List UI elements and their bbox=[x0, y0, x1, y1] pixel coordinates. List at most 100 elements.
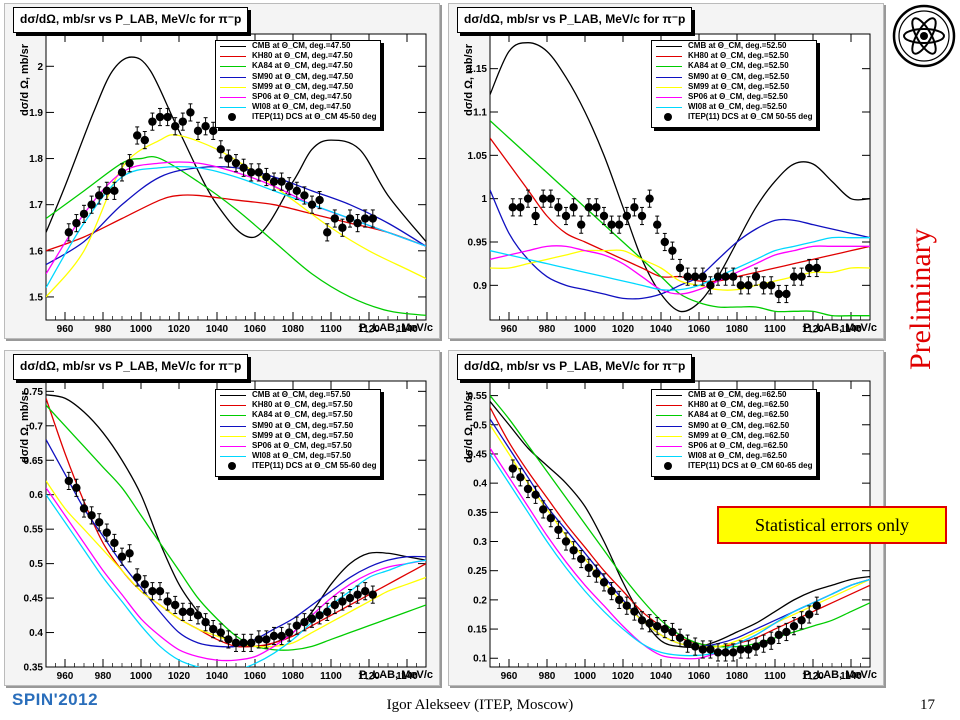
x-tick-label: 1060 bbox=[688, 324, 711, 335]
data-point bbox=[368, 214, 377, 223]
x-tick-label: 1140 bbox=[396, 671, 418, 682]
x-tick-label: 1080 bbox=[282, 671, 305, 682]
x-tick-label: 1040 bbox=[206, 671, 229, 682]
data-point bbox=[368, 590, 377, 599]
data-point bbox=[239, 163, 248, 172]
y-tick-label: 0.95 bbox=[468, 238, 488, 249]
legend-item: SP06 at Θ_CM, deg.=52.50 bbox=[652, 92, 816, 102]
data-point bbox=[531, 211, 540, 221]
data-point bbox=[178, 117, 187, 126]
data-point bbox=[615, 220, 624, 229]
legend-label: SM99 at Θ_CM, deg.=47.50 bbox=[252, 81, 354, 91]
legend-swatch bbox=[220, 425, 246, 427]
curve-sm90 bbox=[490, 189, 870, 300]
legend-swatch bbox=[656, 76, 682, 78]
data-point bbox=[729, 648, 738, 657]
legend-label: SM99 at Θ_CM, deg.=52.50 bbox=[688, 81, 790, 91]
data-point bbox=[607, 586, 616, 596]
data-point bbox=[361, 586, 370, 596]
legend-item: SM90 at Θ_CM, deg.=47.50 bbox=[216, 72, 380, 82]
chart-legend: CMB at Θ_CM, deg.=57.50 KH80 at Θ_CM, deg… bbox=[215, 389, 381, 477]
data-point bbox=[87, 511, 96, 520]
legend-item: KH80 at Θ_CM, deg.=62.50 bbox=[652, 400, 816, 410]
x-axis-label: P_LAB, MeV/c bbox=[359, 322, 433, 334]
data-point bbox=[622, 601, 631, 610]
data-point bbox=[569, 546, 578, 555]
data-point bbox=[599, 211, 609, 221]
y-tick-label: 1.5 bbox=[29, 292, 43, 303]
legend-swatch bbox=[220, 66, 246, 68]
data-point bbox=[592, 203, 601, 212]
data-point bbox=[508, 203, 517, 212]
atom-emblem-icon bbox=[892, 4, 956, 68]
data-point bbox=[577, 220, 586, 229]
data-point bbox=[277, 631, 286, 641]
data-point bbox=[698, 645, 707, 654]
data-point bbox=[736, 645, 745, 654]
data-point bbox=[262, 635, 271, 644]
data-point bbox=[117, 552, 127, 561]
data-point bbox=[95, 518, 104, 527]
data-point bbox=[561, 211, 571, 221]
data-point bbox=[231, 158, 241, 168]
legend-label: WI08 at Θ_CM, deg.=52.50 bbox=[688, 102, 787, 112]
y-axis-label: dσ/d Ω, mb/sr bbox=[19, 44, 31, 116]
data-point bbox=[675, 263, 685, 273]
legend-marker bbox=[664, 113, 672, 122]
legend-swatch bbox=[220, 456, 246, 458]
legend-label: SM99 at Θ_CM, deg.=57.50 bbox=[252, 430, 354, 440]
data-point bbox=[254, 635, 263, 644]
x-tick-label: 1020 bbox=[168, 671, 191, 682]
data-point bbox=[125, 549, 134, 558]
x-axis-label: P_LAB, MeV/c bbox=[803, 322, 877, 334]
data-point bbox=[767, 281, 776, 290]
y-tick-label: 0.35 bbox=[468, 508, 488, 519]
data-point bbox=[140, 135, 149, 145]
x-tick-label: 980 bbox=[539, 324, 556, 335]
data-point bbox=[683, 639, 692, 648]
data-point bbox=[72, 218, 81, 228]
data-point bbox=[637, 211, 647, 221]
chart-title: dσ/dΩ, mb/sr vs P_LAB, MeV/c for π⁻p bbox=[13, 354, 249, 380]
x-tick-label: 1140 bbox=[840, 671, 862, 682]
data-point bbox=[224, 154, 233, 163]
legend-item: ITEP(11) DCS at Θ_CM 55-60 deg bbox=[216, 461, 380, 471]
data-point bbox=[751, 642, 761, 651]
y-tick-label: 0.6 bbox=[29, 490, 43, 501]
data-point bbox=[216, 628, 225, 637]
data-point bbox=[789, 621, 799, 631]
y-tick-label: 0.45 bbox=[468, 449, 488, 460]
legend-item: SM90 at Θ_CM, deg.=62.50 bbox=[652, 421, 816, 431]
legend-label: KA84 at Θ_CM, deg.=57.50 bbox=[252, 410, 353, 420]
data-point bbox=[79, 209, 89, 219]
legend-item: WI08 at Θ_CM, deg.=57.50 bbox=[216, 451, 380, 461]
data-point bbox=[95, 191, 104, 200]
data-point bbox=[607, 220, 616, 229]
chart-panel-1: 960 980 1000 1020 1040 1060 1080 1100 1120 1140 1.… bbox=[4, 3, 440, 339]
legend-swatch bbox=[656, 415, 682, 417]
data-point bbox=[774, 289, 783, 299]
legend-label: WI08 at Θ_CM, deg.=47.50 bbox=[252, 102, 351, 112]
legend-label: SM90 at Θ_CM, deg.=57.50 bbox=[252, 420, 354, 430]
data-point bbox=[812, 263, 821, 273]
y-axis-label: dσ/d Ω, mb/sr bbox=[463, 44, 475, 116]
data-point bbox=[247, 638, 256, 648]
legend-label: KH80 at Θ_CM, deg.=57.50 bbox=[252, 400, 353, 410]
x-tick-label: 1000 bbox=[574, 671, 597, 682]
data-point bbox=[330, 214, 339, 223]
curve-sm99 bbox=[490, 249, 870, 291]
x-tick-label: 980 bbox=[95, 671, 112, 682]
data-point bbox=[584, 563, 593, 572]
data-point bbox=[546, 513, 555, 523]
data-point bbox=[155, 586, 165, 596]
chart-title: dσ/dΩ, mb/sr vs P_LAB, MeV/c for π⁻p bbox=[13, 7, 249, 33]
chart-panel-3: 960 980 1000 1020 1040 1060 1080 1100 1120 1140 0.… bbox=[4, 350, 440, 686]
legend-item: KH80 at Θ_CM, deg.=57.50 bbox=[216, 400, 380, 410]
x-tick-label: 1100 bbox=[764, 324, 786, 335]
data-point bbox=[698, 272, 707, 281]
y-tick-label: 0.55 bbox=[24, 525, 44, 536]
legend-swatch bbox=[220, 46, 246, 47]
data-point bbox=[523, 194, 533, 203]
y-tick-label: 0.35 bbox=[24, 663, 44, 674]
data-point bbox=[209, 126, 218, 136]
